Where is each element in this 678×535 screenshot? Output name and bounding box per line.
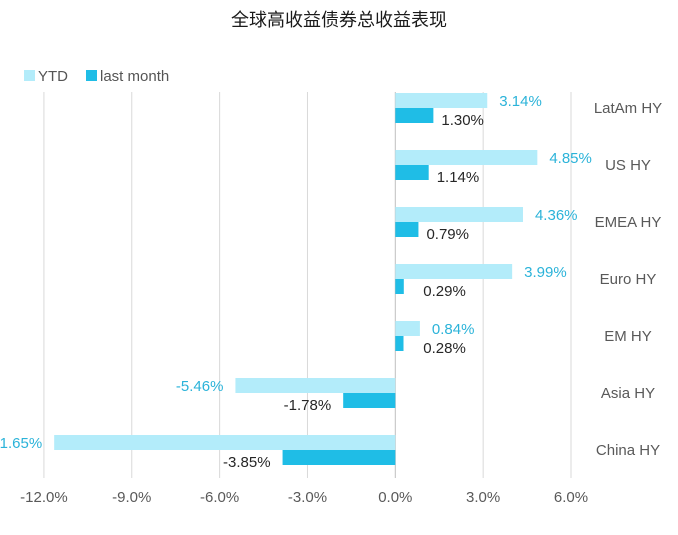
data-labels: 3.14% 1.30% 4.85% 1.14% 4.36% 0.79% 3.99% 0.29%… xyxy=(0,93,592,471)
x-tick-label: -12.0% xyxy=(20,489,68,506)
bar-last-month xyxy=(395,336,404,351)
legend-swatch-ytd xyxy=(24,70,35,81)
x-tick-label: -9.0% xyxy=(112,489,151,506)
bar-last-month xyxy=(395,165,429,180)
legend-label-ytd: YTD xyxy=(38,68,68,85)
category-label: China HY xyxy=(596,442,660,459)
bar-ytd xyxy=(395,264,513,279)
x-tick-label: 3.0% xyxy=(466,489,500,506)
data-label-last-month: 0.29% xyxy=(423,283,466,300)
bar-ytd xyxy=(395,150,538,165)
data-label-last-month: 0.79% xyxy=(426,226,469,243)
category-label: US HY xyxy=(605,157,651,174)
data-label-ytd: 4.85% xyxy=(549,150,592,167)
bar-ytd xyxy=(395,321,420,336)
data-label-last-month: -3.85% xyxy=(223,454,271,471)
bar-ytd xyxy=(235,378,396,393)
legend: YTD last month xyxy=(24,68,169,85)
category-label: EMEA HY xyxy=(595,214,662,231)
bar-last-month xyxy=(343,393,396,408)
category-label: Euro HY xyxy=(600,271,657,288)
bar-last-month xyxy=(395,222,419,237)
legend-swatch-last-month xyxy=(86,70,97,81)
x-tick-label: 6.0% xyxy=(554,489,588,506)
data-label-last-month: -1.78% xyxy=(284,397,332,414)
bar-ytd xyxy=(395,93,488,108)
data-label-ytd: -11.65% xyxy=(0,435,42,452)
chart-title: 全球高收益债券总收益表现 xyxy=(231,10,447,31)
data-label-last-month: 0.28% xyxy=(423,340,466,357)
data-label-ytd: -5.46% xyxy=(176,378,224,395)
x-tick-label: -3.0% xyxy=(288,489,327,506)
data-label-ytd: 3.99% xyxy=(524,264,567,281)
x-tick-label: 0.0% xyxy=(378,489,412,506)
legend-label-last-month: last month xyxy=(100,68,169,85)
bar-last-month xyxy=(395,279,404,294)
grid xyxy=(43,92,572,478)
data-label-ytd: 0.84% xyxy=(432,321,475,338)
bar-ytd xyxy=(395,207,523,222)
category-labels: LatAm HY US HY EMEA HY Euro HY EM HY Asia HY C… xyxy=(594,100,662,459)
x-axis-ticks: -12.0% -9.0% -6.0% -3.0% 0.0% 3.0% 6.0% xyxy=(20,489,588,506)
category-label: Asia HY xyxy=(601,385,655,402)
category-label: EM HY xyxy=(604,328,652,345)
data-label-ytd: 4.36% xyxy=(535,207,578,224)
x-tick-label: -6.0% xyxy=(200,489,239,506)
data-label-last-month: 1.14% xyxy=(437,169,480,186)
bar-last-month xyxy=(395,108,434,123)
data-label-last-month: 1.30% xyxy=(441,112,484,129)
bars xyxy=(54,93,538,465)
category-label: LatAm HY xyxy=(594,100,662,117)
data-label-ytd: 3.14% xyxy=(499,93,542,110)
bar-ytd xyxy=(54,435,396,450)
bar-last-month xyxy=(282,450,396,465)
